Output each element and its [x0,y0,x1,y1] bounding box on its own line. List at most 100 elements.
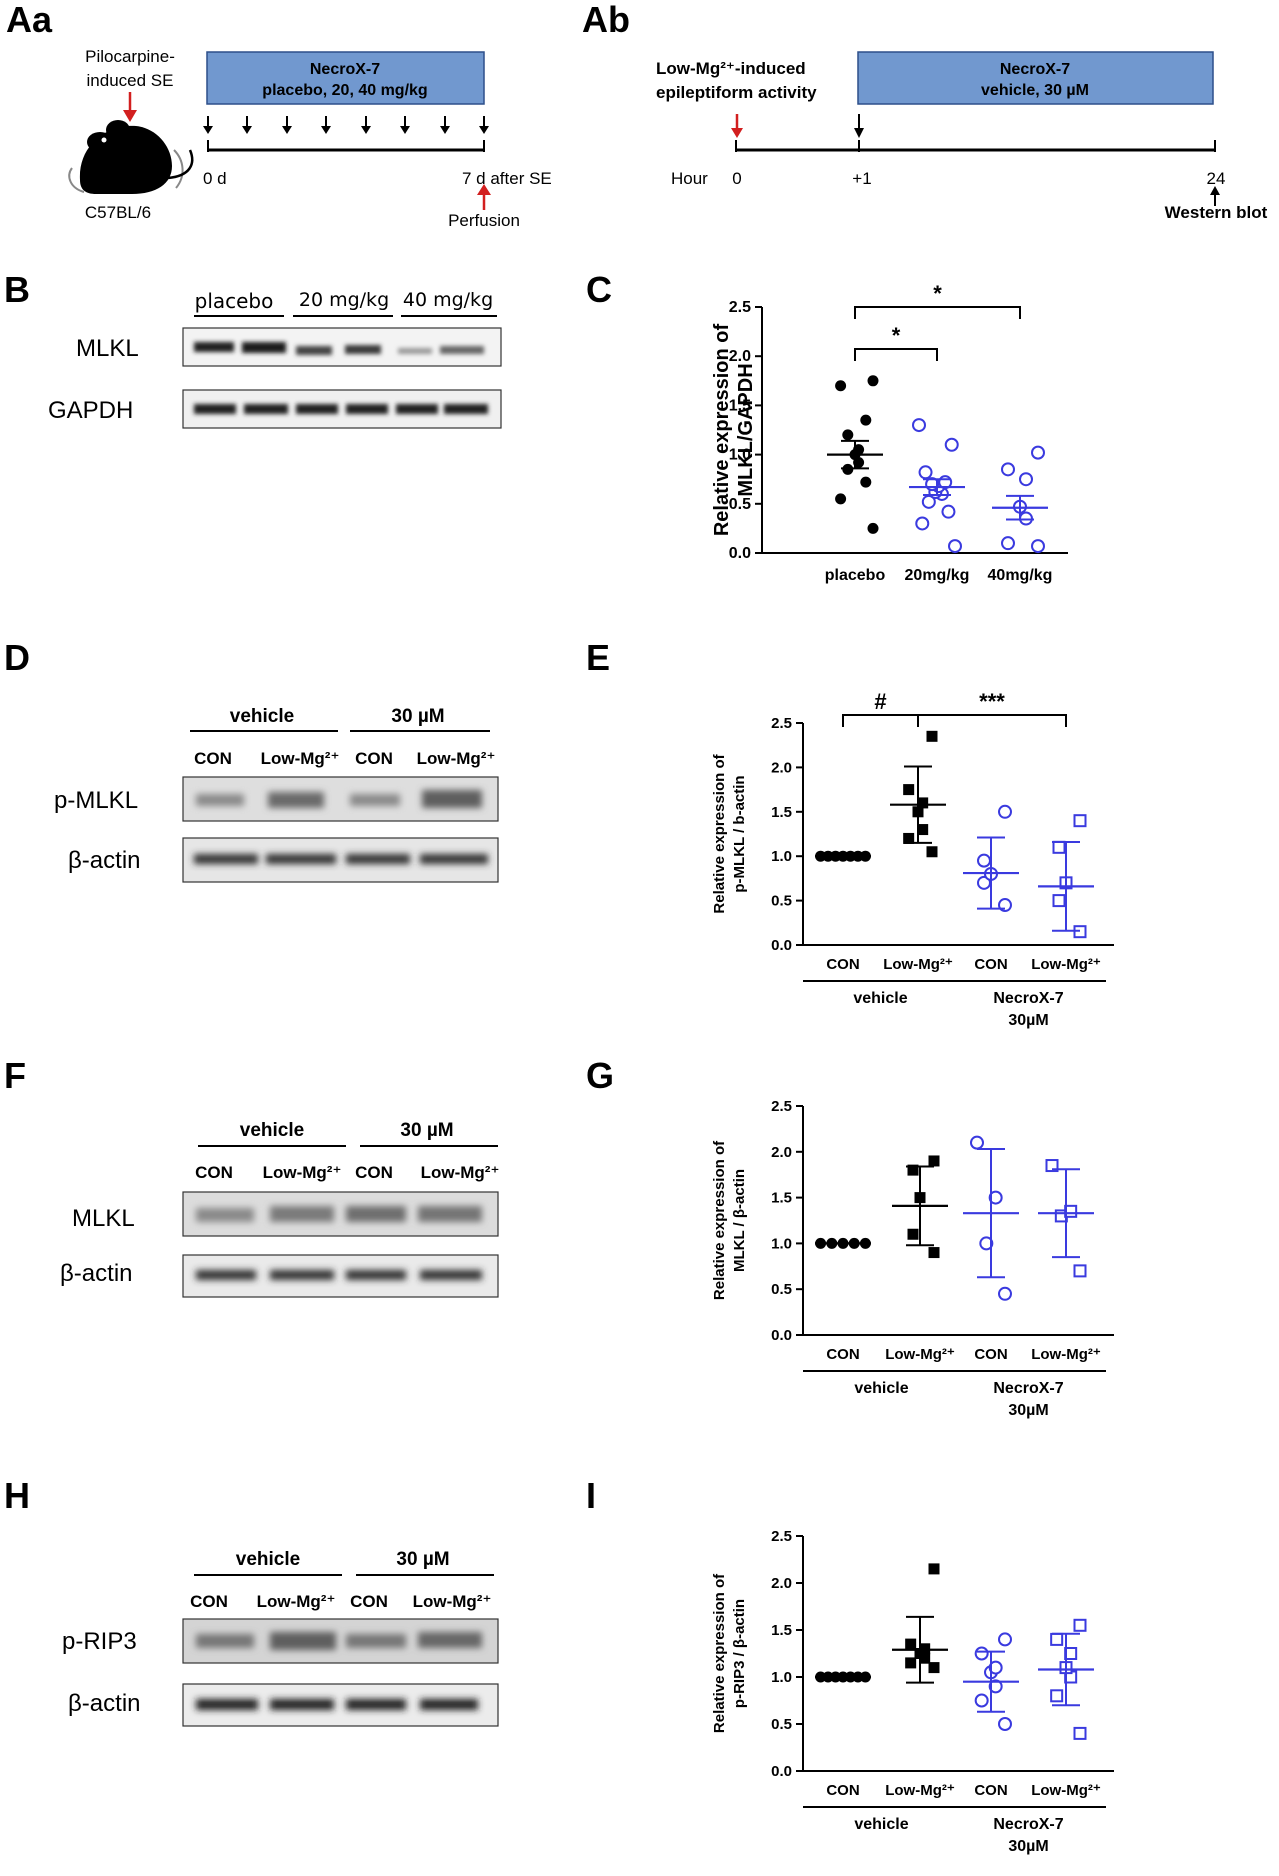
y-tick-label: 0.0 [729,545,751,562]
band [196,1208,254,1222]
pilocarpine-label-2: induced SE [87,71,174,90]
group-label-40: 40 mg/kg [403,289,493,311]
band [242,342,286,353]
group-label: vehicle [854,1816,908,1833]
data-point [998,1286,1012,1301]
data-point [1073,1264,1087,1278]
y-tick-label: 1.5 [771,1190,792,1207]
band [346,1634,406,1648]
data-point [998,804,1012,819]
data-point [917,824,929,836]
band [350,794,400,806]
perfusion-label: Perfusion [448,211,520,230]
band [196,1634,254,1648]
data-point [907,1228,919,1240]
y-axis-label-2: p-MLKL / b-actin [731,775,748,892]
band [418,1632,482,1648]
x-tick-label: Low-Mg²⁺ [1031,1346,1101,1363]
lane-label: CON [355,749,393,768]
data-point [979,1236,994,1251]
data-point [903,832,915,844]
group-label-30um: 30 µM [396,1549,449,1570]
significance-bracket [854,348,938,361]
induce-label-2: epileptiform activity [656,83,817,102]
blot-bands [194,790,488,864]
row-label-actin: β-actin [60,1260,133,1287]
x-tick-label: Low-Mg²⁺ [1031,1782,1101,1799]
injection-arrow-head [400,126,410,134]
necrox-box-conc: vehicle, 30 µM [981,82,1089,99]
chart-e: 0.0 0.5 1.0 1.5 2.0 2.5 Relative expression of… [711,689,1114,1029]
significance-label: # [874,689,886,714]
group-label: 30µM [1008,1838,1048,1855]
necrox-box [206,51,485,105]
data-point [907,1164,919,1176]
row-label-actin: β-actin [68,847,141,874]
injection-arrows [203,116,489,134]
panel-label-i: I [586,1475,596,1516]
y-tick-label: 1.0 [771,848,792,865]
group-label: NecroX-7 [993,990,1063,1007]
pilocarpine-label-1: Pilocarpine- [85,47,175,66]
data-point [977,853,991,868]
data-point [835,380,847,392]
y-tick-label: 1.5 [771,1622,792,1639]
panel-label-c: C [586,269,612,310]
data-point [926,846,938,858]
row-label-pmlkl: p-MLKL [54,787,138,814]
group-label-vehicle: vehicle [240,1120,304,1141]
band [420,1699,478,1710]
row-label-mlkl: MLKL [76,335,139,362]
panel-label: Ab [582,0,630,40]
x-tick-label: CON [974,1346,1007,1363]
band [196,1270,256,1280]
y-axis-label-2: MLKL / β-actin [731,1169,748,1272]
panel-label: D [4,637,30,678]
band [270,1206,334,1222]
y-tick-label: 0.0 [771,1327,792,1344]
group-label-vehicle: vehicle [236,1549,300,1570]
data-point [917,797,929,809]
x-tick-label: CON [974,956,1007,973]
red-arrow-head [123,110,137,122]
y-tick-label: 2.5 [729,299,751,316]
x-tick-label: Low-Mg²⁺ [885,1782,955,1799]
y-axis-label-1: Relative expression of [711,753,728,913]
data-point [1001,536,1015,551]
red-arrow-head [731,128,743,138]
y-tick-label: 0.0 [771,1763,792,1780]
significance-bracket [842,714,919,727]
band [270,1632,336,1650]
lane-label: Low-Mg²⁺ [421,1163,500,1182]
y-tick-label: 2.0 [771,759,792,776]
group-label: 30µM [1008,1402,1048,1419]
band [398,348,432,354]
group-label: vehicle [853,990,907,1007]
panel-label: Aa [6,0,53,40]
panel-h: H vehicle 30 µM CON Low-Mg²⁺ CON Low-Mg²… [4,1475,499,1727]
injection-arrow-head [440,126,450,134]
y-axis-label-1: Relative expression of [711,324,733,537]
data-point [905,1638,917,1650]
y-tick-label: 1.0 [729,447,751,464]
y-tick-label: 0.0 [771,937,792,954]
y-tick-label: 2.0 [771,1144,792,1161]
group-label: NecroX-7 [993,1380,1063,1397]
blot-bands [196,1206,482,1280]
data-point [1050,1632,1064,1646]
band [346,1206,406,1222]
significance-label: * [933,281,942,306]
data-point [998,1717,1012,1731]
band [270,1699,334,1710]
lane-label: Low-Mg²⁺ [261,749,340,768]
data-point [1052,840,1066,854]
panel-ab: Ab Low-Mg²⁺-induced epileptiform activit… [582,0,1268,222]
y-tick-label: 0.5 [729,496,751,513]
y-axis-label-1: Relative expression of [711,1573,728,1733]
mouse-icon [68,120,194,194]
drug-arrow-head [854,128,864,138]
data-point [1019,472,1033,487]
injection-arrow-head [479,126,489,134]
band [418,1206,482,1222]
